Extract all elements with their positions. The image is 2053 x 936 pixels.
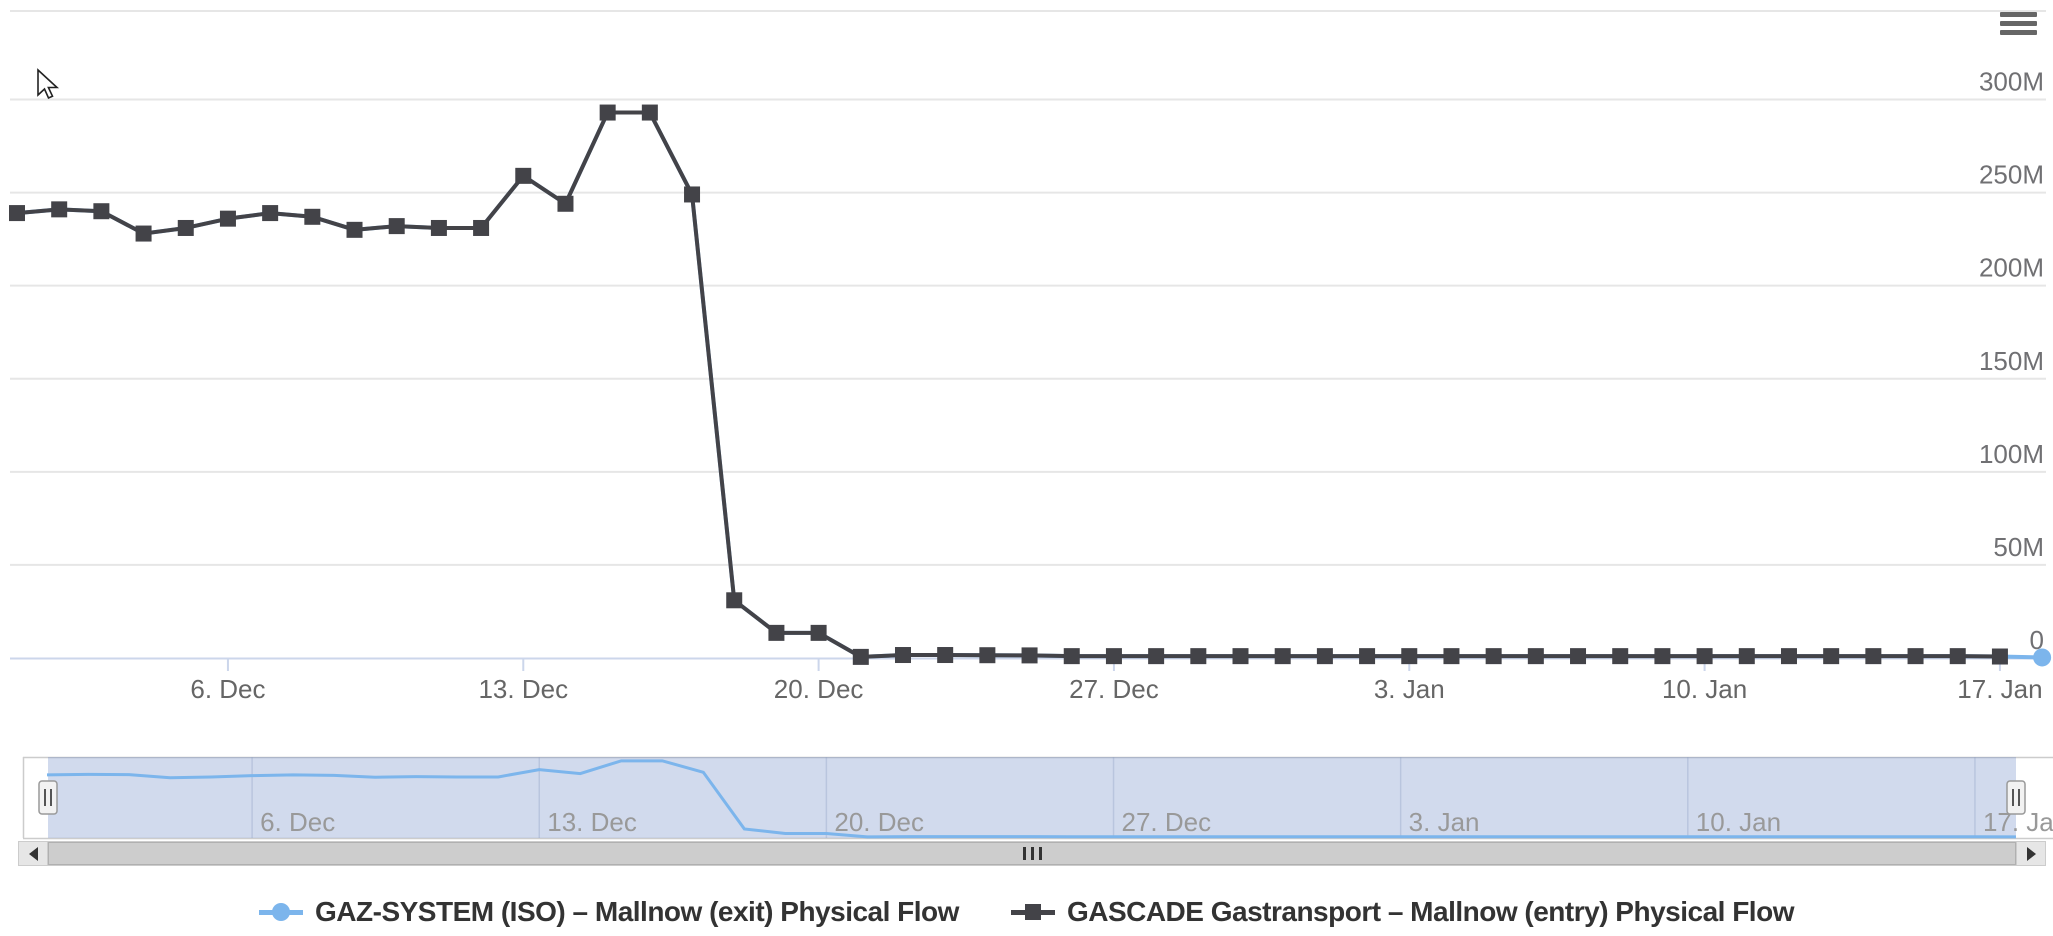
navigator-axis-label: 13. Dec [547, 807, 637, 837]
data-point-square [304, 208, 321, 225]
y-axis-label: 250M [1979, 160, 2044, 190]
data-point-square [1907, 648, 1924, 665]
data-point-square [1485, 648, 1502, 665]
y-axis-label: 150M [1979, 346, 2044, 376]
grip-icon [1030, 847, 1034, 860]
x-axis-label: 20. Dec [774, 674, 864, 704]
scrollbar-track[interactable] [48, 841, 2016, 866]
navigator-axis-label: 3. Jan [1409, 807, 1480, 837]
navigator-axis-label: 27. Dec [1122, 807, 1212, 837]
data-point-square [135, 225, 152, 242]
data-point-square [768, 624, 785, 641]
x-axis-label: 3. Jan [1374, 674, 1445, 704]
navigator-axis-label: 20. Dec [834, 807, 924, 837]
data-point-square [937, 647, 954, 664]
data-point-square [177, 219, 194, 236]
navigator-axis-label: 10. Jan [1696, 807, 1781, 837]
navigator-right-handle[interactable] [2006, 780, 2026, 815]
data-point-square [93, 203, 110, 220]
data-point-square [1232, 648, 1249, 665]
data-point-square [1190, 648, 1207, 665]
data-point-square [599, 104, 616, 121]
data-point-square [346, 221, 363, 238]
main-plot-area[interactable]: 0 50M 100M 150M 200M 250M 300M 6. Dec 13. Dec 20.… [0, 0, 2053, 890]
y-axis-label: 300M [1979, 67, 2044, 97]
grip-icon [1022, 847, 1026, 860]
data-point-square [1570, 648, 1587, 665]
x-axis-label: 13. Dec [478, 674, 568, 704]
data-point-square [1148, 648, 1165, 665]
legend-item-gaz-system[interactable]: GAZ-SYSTEM (ISO) – Mallnow (exit) Physic… [259, 896, 959, 928]
data-point-square [1359, 648, 1376, 665]
data-point-square [1865, 648, 1882, 665]
data-point-square [515, 167, 532, 184]
data-point-square [1949, 648, 1966, 665]
scrollbar [18, 841, 2046, 866]
data-point-square [810, 624, 827, 641]
data-point-square [1063, 648, 1080, 665]
left-arrow-icon [28, 846, 38, 861]
data-point-square [473, 219, 490, 236]
series-line-gaz-system [16, 110, 2043, 660]
data-point-square [1654, 648, 1671, 665]
data-point-square [726, 592, 743, 609]
export-menu-button[interactable] [2000, 12, 2040, 40]
data-point-circle [2033, 648, 2052, 667]
scrollbar-thumb[interactable] [48, 842, 2016, 865]
hamburger-menu-icon [2000, 21, 2037, 26]
data-point-square [1527, 648, 1544, 665]
x-axis-label: 10. Jan [1662, 674, 1747, 704]
data-point-square [1991, 648, 2008, 665]
navigator-left-handle[interactable] [38, 780, 58, 815]
navigator-mask[interactable] [48, 757, 2016, 838]
navigator-axis-label: 6. Dec [260, 807, 335, 837]
y-axis-label: 50M [1993, 532, 2044, 562]
data-point-square [430, 219, 447, 236]
data-point-square [1780, 648, 1797, 665]
data-point-square [388, 218, 405, 235]
data-point-square [979, 647, 996, 664]
legend: GAZ-SYSTEM (ISO) – Mallnow (exit) Physic… [0, 896, 2053, 928]
legend-label: GAZ-SYSTEM (ISO) – Mallnow (exit) Physic… [315, 896, 959, 927]
data-point-square [684, 186, 701, 203]
scrollbar-left-button[interactable] [18, 841, 48, 866]
series-line-gascade [16, 110, 2000, 659]
x-axis-label: 6. Dec [190, 674, 265, 704]
data-point-square [1105, 648, 1122, 665]
data-point-square [1401, 648, 1418, 665]
data-point-square [1823, 648, 1840, 665]
navigator-series-line [46, 759, 2016, 839]
grip-icon [1038, 847, 1042, 860]
data-point-square [1696, 648, 1713, 665]
data-point-square [1274, 648, 1291, 665]
data-point-square [1738, 648, 1755, 665]
x-axis-label: 17. Jan [1957, 674, 2042, 704]
mouse-cursor-icon [37, 68, 60, 100]
data-point-square [1316, 648, 1333, 665]
y-axis-label: 0 [2030, 625, 2044, 655]
y-axis-label: 100M [1979, 439, 2044, 469]
data-point-square [894, 647, 911, 664]
data-point-square [1612, 648, 1629, 665]
data-point-square [557, 195, 574, 212]
x-axis-label: 27. Dec [1069, 674, 1159, 704]
hamburger-menu-icon [2000, 12, 2037, 17]
data-point-square [51, 201, 68, 218]
data-point-square [219, 210, 236, 227]
data-point-square [1021, 647, 1038, 664]
square-marker-icon [1010, 900, 1055, 924]
circle-marker-icon [259, 900, 304, 924]
legend-label: GASCADE Gastransport – Mallnow (entry) P… [1066, 896, 1795, 927]
y-axis-label: 200M [1979, 253, 2044, 283]
scrollbar-right-button[interactable] [2016, 841, 2046, 866]
data-point-square [641, 104, 658, 121]
hamburger-menu-icon [2000, 30, 2037, 35]
right-arrow-icon [2026, 846, 2036, 861]
legend-item-gascade[interactable]: GASCADE Gastransport – Mallnow (entry) P… [1010, 896, 1795, 928]
data-point-square [262, 205, 279, 222]
data-point-square [1443, 648, 1460, 665]
data-point-square [852, 648, 869, 665]
data-point-square [9, 205, 25, 222]
